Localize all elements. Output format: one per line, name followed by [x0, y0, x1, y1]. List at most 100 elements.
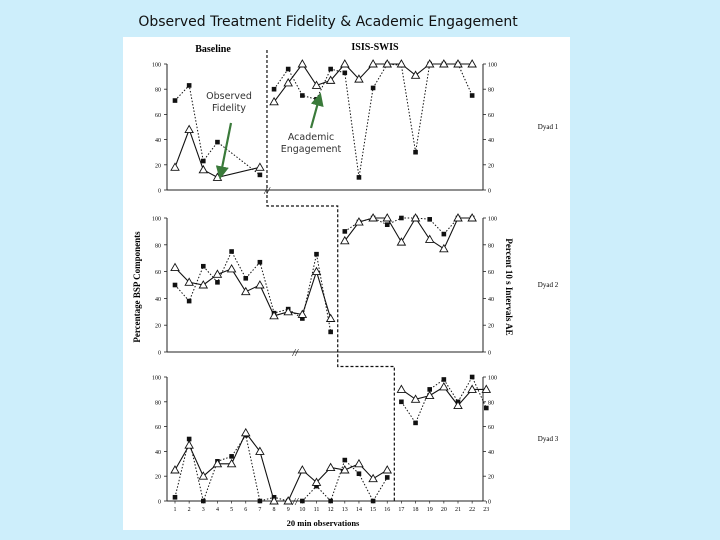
engagement-point — [340, 465, 350, 474]
x-tick-label: 17 — [398, 507, 404, 513]
fidelity-point — [441, 231, 447, 237]
x-tick-label: 13 — [342, 507, 348, 513]
fidelity-point — [271, 86, 277, 92]
left-y-tick-label: 80 — [155, 243, 161, 249]
fidelity-point — [314, 483, 319, 489]
engagement-point — [212, 458, 223, 468]
academic-engagement-arrow — [309, 92, 324, 129]
engagement-point — [453, 400, 463, 409]
right-y-tick-label: 0 — [488, 351, 491, 357]
engagement-point — [311, 80, 322, 89]
engagement-point — [382, 465, 393, 474]
x-tick-label: 10 — [299, 507, 305, 513]
x-tick-label: 21 — [455, 507, 461, 513]
callout-observed-fidelity-line2: Fidelity — [212, 103, 246, 114]
engagement-point — [198, 164, 209, 174]
engagement-point — [368, 473, 378, 483]
fidelity-point — [300, 316, 305, 321]
intervention-phase-label: ISIS-SWIS — [351, 42, 399, 53]
right-y-tick-label: 20 — [488, 324, 494, 330]
left-y-tick-label: 80 — [155, 400, 161, 406]
engagement-baseline-line — [174, 431, 388, 502]
engagement-point — [255, 162, 265, 171]
fidelity-point — [257, 498, 263, 504]
x-tick-label: 16 — [384, 507, 390, 513]
engagement-point — [325, 462, 336, 471]
fidelity-point — [342, 70, 348, 76]
fidelity-treatment-line — [273, 63, 473, 178]
engagement-point — [283, 306, 293, 316]
fidelity-point — [172, 98, 178, 103]
engagement-treatment-line — [344, 216, 473, 250]
engagement-point — [269, 496, 279, 505]
left-y-tick-label: 60 — [155, 270, 161, 276]
engagement-point — [297, 309, 308, 318]
fidelity-point — [356, 471, 362, 477]
fidelity-point — [257, 172, 263, 178]
engagement-point — [354, 217, 364, 226]
engagement-point — [481, 384, 492, 393]
engagement-point — [368, 213, 378, 222]
left-y-tick-label: 60 — [155, 113, 161, 119]
baseline-phase-label: Baseline — [195, 44, 231, 55]
fidelity-point — [356, 175, 362, 180]
left-y-tick-label: 100 — [152, 376, 161, 382]
right-y-tick-label: 0 — [488, 500, 491, 506]
x-tick-label: 7 — [258, 507, 261, 513]
right-y-tick-label: 0 — [488, 189, 491, 195]
fidelity-point — [215, 139, 220, 145]
engagement-point — [226, 458, 237, 468]
engagement-point — [226, 264, 237, 273]
engagement-point — [439, 382, 449, 391]
fidelity-point — [469, 374, 475, 380]
x-tick-label: 18 — [413, 507, 419, 513]
engagement-point — [240, 427, 251, 437]
callout-academic-engagement-line2: Engagement — [281, 144, 342, 155]
fidelity-baseline-line — [174, 84, 261, 176]
engagement-point — [467, 384, 477, 393]
engagement-point — [439, 59, 449, 68]
x-tick-label: 3 — [202, 507, 205, 513]
right-y-tick-label: 60 — [488, 270, 494, 276]
x-tick-label: 23 — [483, 507, 489, 513]
engagement-point — [325, 313, 336, 322]
engagement-point — [410, 70, 421, 79]
fidelity-point — [300, 93, 305, 98]
right-y-tick-label: 80 — [488, 400, 494, 406]
engagement-point — [340, 235, 350, 245]
fidelity-point — [413, 149, 418, 155]
fidelity-point — [201, 498, 206, 504]
engagement-point — [354, 74, 364, 83]
left-y-tick-label: 100 — [152, 217, 161, 223]
engagement-point — [410, 394, 421, 403]
fidelity-baseline-line — [174, 250, 332, 332]
fidelity-point — [384, 475, 390, 480]
engagement-point — [255, 280, 265, 289]
right-y-tick-label: 100 — [488, 376, 497, 382]
slide-title: Observed Treatment Fidelity & Academic E… — [138, 14, 518, 30]
left-y-tick-label: 40 — [155, 297, 161, 303]
engagement-point — [382, 59, 393, 68]
axis-break-marker: // — [291, 497, 299, 508]
right-y-tick-label: 60 — [488, 113, 494, 119]
engagement-point — [424, 59, 435, 68]
x-tick-label: 9 — [287, 507, 290, 513]
engagement-point — [311, 477, 322, 486]
panel-label: Dyad 2 — [538, 281, 559, 289]
x-axis-title: 20 min observations — [287, 518, 360, 528]
figure-panel: 0 20 40 60 80 100 0 20 40 60 80 100//Dyad 1 0 20 40 60 8… — [123, 37, 570, 530]
fidelity-point — [427, 387, 432, 392]
fidelity-point — [384, 222, 390, 227]
x-tick-label: 12 — [328, 507, 334, 513]
engagement-point — [240, 286, 251, 296]
engagement-point — [255, 446, 265, 455]
engagement-point — [396, 384, 407, 393]
engagement-baseline-line — [174, 267, 332, 319]
x-tick-label: 22 — [469, 507, 475, 513]
right-y-tick-label: 40 — [488, 138, 494, 144]
fidelity-point — [328, 329, 333, 335]
right-y-tick-label: 20 — [488, 163, 494, 169]
left-y-tick-label: 40 — [155, 450, 161, 456]
